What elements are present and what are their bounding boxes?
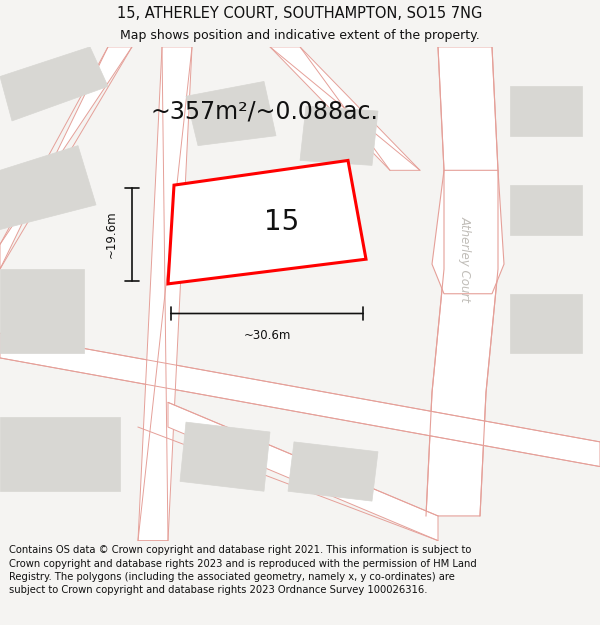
Polygon shape bbox=[0, 47, 108, 121]
Text: 15: 15 bbox=[265, 208, 299, 236]
Polygon shape bbox=[432, 170, 504, 294]
Polygon shape bbox=[510, 185, 582, 234]
Polygon shape bbox=[180, 422, 270, 491]
Polygon shape bbox=[168, 161, 366, 284]
Polygon shape bbox=[288, 442, 378, 501]
Text: Atherley Court: Atherley Court bbox=[458, 216, 472, 302]
Polygon shape bbox=[186, 81, 276, 146]
Text: 15, ATHERLEY COURT, SOUTHAMPTON, SO15 7NG: 15, ATHERLEY COURT, SOUTHAMPTON, SO15 7N… bbox=[118, 6, 482, 21]
Polygon shape bbox=[0, 269, 84, 353]
Polygon shape bbox=[426, 47, 498, 516]
Polygon shape bbox=[0, 47, 132, 269]
Text: ~30.6m: ~30.6m bbox=[244, 329, 290, 342]
Polygon shape bbox=[0, 333, 600, 466]
Text: Map shows position and indicative extent of the property.: Map shows position and indicative extent… bbox=[120, 29, 480, 42]
Polygon shape bbox=[510, 86, 582, 136]
Polygon shape bbox=[0, 418, 120, 491]
Polygon shape bbox=[510, 294, 582, 353]
Text: ~357m²/~0.088ac.: ~357m²/~0.088ac. bbox=[150, 99, 378, 123]
Text: Contains OS data © Crown copyright and database right 2021. This information is : Contains OS data © Crown copyright and d… bbox=[9, 545, 477, 595]
Polygon shape bbox=[168, 402, 438, 541]
Polygon shape bbox=[0, 146, 96, 229]
Text: ~19.6m: ~19.6m bbox=[104, 211, 118, 258]
Polygon shape bbox=[138, 47, 192, 541]
Polygon shape bbox=[300, 106, 378, 166]
Polygon shape bbox=[270, 47, 420, 170]
